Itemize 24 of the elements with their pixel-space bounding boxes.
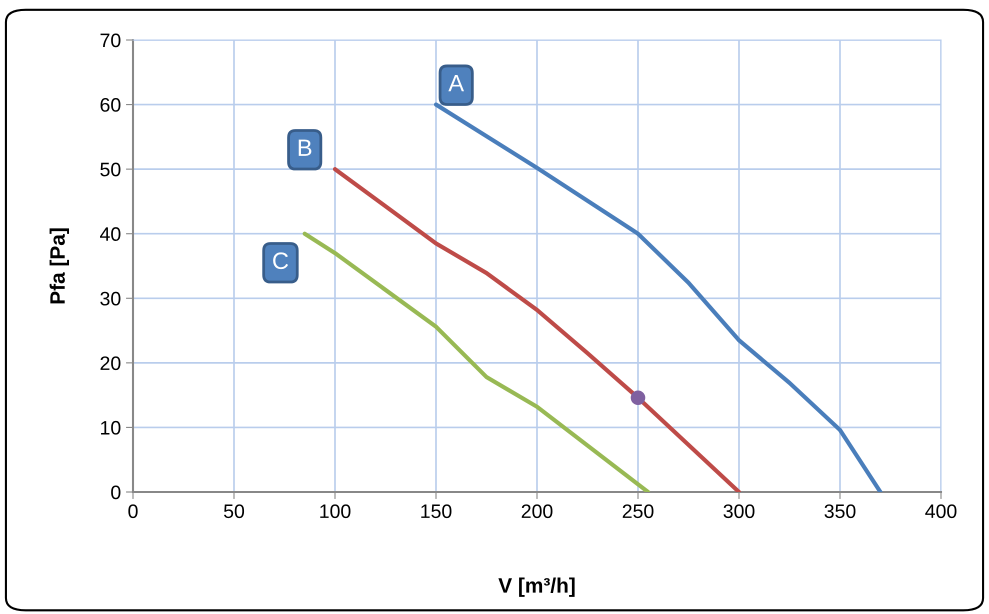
y-tick-label: 60 xyxy=(100,98,120,112)
y-tick-label: 50 xyxy=(100,162,120,176)
annotation: A xyxy=(448,75,464,92)
line-series xyxy=(302,232,650,492)
x-axis-title: V [m³/h] xyxy=(498,577,575,597)
y-tick-label: 20 xyxy=(100,356,120,370)
x-tick-label: 300 xyxy=(724,504,754,518)
x-tick-label: 150 xyxy=(421,504,452,518)
x-tick-label: 100 xyxy=(320,504,350,518)
x-tick-label: 50 xyxy=(224,504,244,518)
y-tick-label: 40 xyxy=(100,227,120,241)
y-tick-label: 30 xyxy=(100,292,120,306)
x-tick-label: 250 xyxy=(622,504,654,518)
y-tick-label: 70 xyxy=(100,33,120,48)
y-axis-title: Pfa [Pa] xyxy=(50,228,70,304)
x-tick-label: 0 xyxy=(128,504,138,518)
annotation: C xyxy=(273,252,288,270)
y-tick-label: 0 xyxy=(111,485,120,500)
annotation: B xyxy=(298,140,312,156)
line-series xyxy=(332,167,742,492)
y-tick-label: 10 xyxy=(101,420,120,435)
x-tick-label: 350 xyxy=(824,504,856,518)
x-tick-label: 200 xyxy=(522,504,552,518)
x-tick-label: 400 xyxy=(925,504,956,518)
